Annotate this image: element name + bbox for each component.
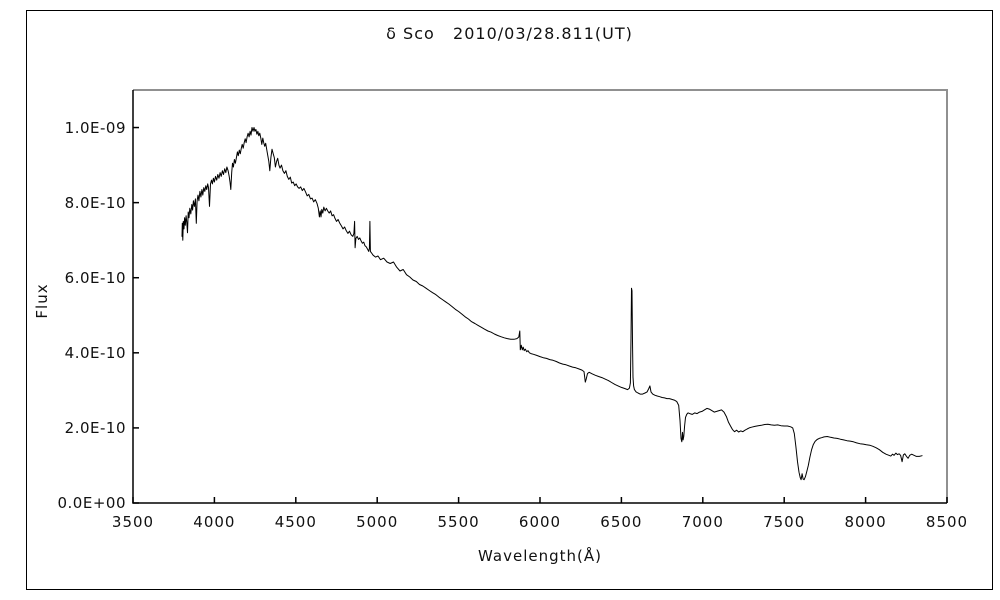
x-tick-label: 5500 [437,513,480,531]
y-tick-label: 0.0E+00 [57,494,126,512]
spectrum-line [181,127,923,481]
x-tick-label: 8500 [925,513,969,531]
x-tick-label: 5000 [356,513,399,531]
chart-title: δ Sco 2010/03/28.811(UT) [386,24,633,43]
x-tick-label: 7000 [681,513,724,531]
x-tick-label: 8000 [844,513,887,531]
figure-border [26,10,993,590]
plot-area-border-top-right [133,89,948,503]
axis-ticks [132,126,948,504]
y-tick-label: 1.0E-09 [64,118,126,137]
plot-area-border-left-bottom [132,90,947,504]
y-tick-label: 2.0E-10 [64,418,126,437]
x-tick-label: 6500 [600,513,643,531]
x-tick-label: 4500 [274,513,317,531]
y-tick-label: 6.0E-10 [64,268,126,287]
x-axis-label: Wavelength(Å) [478,547,602,565]
y-tick-label: 4.0E-10 [64,343,126,362]
x-tick-label: 6000 [518,513,562,531]
y-tick-label: 8.0E-10 [64,193,126,212]
x-tick-label: 7500 [763,513,806,531]
x-tick-label: 3500 [111,513,155,531]
x-tick-label: 4000 [193,513,236,531]
